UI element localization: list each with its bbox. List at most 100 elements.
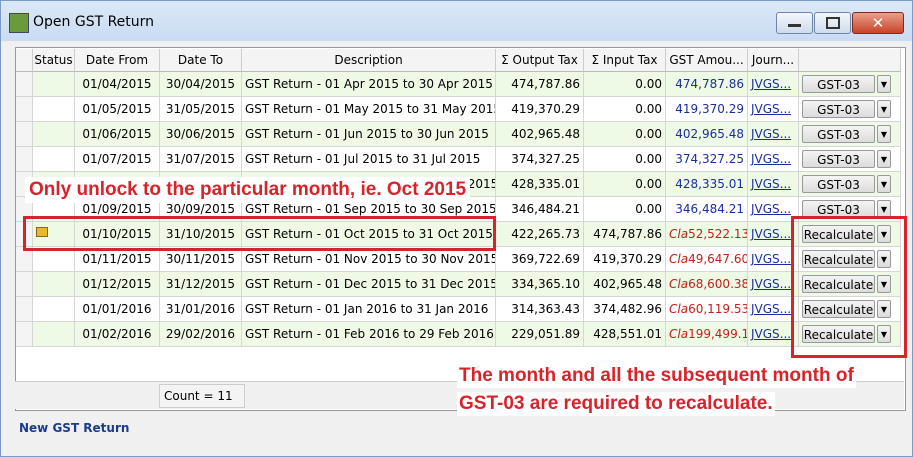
journal-cell[interactable]: JVGS... [748,222,799,247]
action-button[interactable]: Recalculate [802,275,875,293]
status-cell [33,272,75,297]
out-cell: 369,722.69 [496,247,584,272]
unlock-icon [36,227,48,237]
desc-cell: GST Return - 01 Jul 2015 to 31 Jul 2015 [242,147,496,172]
column-header: Status [33,49,75,72]
desc-cell: GST Return - 01 Apr 2015 to 30 Apr 2015 [242,72,496,97]
in-cell: 0.00 [584,122,666,147]
action-button[interactable]: GST-03 [802,150,875,168]
dropdown-button[interactable]: ▼ [877,150,891,168]
gst-cell: Cla52,522.13 [666,222,748,247]
dropdown-button[interactable]: ▼ [877,100,891,118]
in-cell: 0.00 [584,97,666,122]
out-cell: 474,787.86 [496,72,584,97]
column-header: Σ Input Tax [584,49,666,72]
gst-cell: 374,327.25 [666,147,748,172]
journal-cell[interactable]: JVGS... [748,322,799,347]
journal-cell[interactable]: JVGS... [748,197,799,222]
status-cell [33,122,75,147]
journal-cell[interactable]: JVGS... [748,172,799,197]
dropdown-button[interactable]: ▼ [877,75,891,93]
in-cell: 419,370.29 [584,247,666,272]
dropdown-button[interactable]: ▼ [877,325,891,343]
status-cell [33,97,75,122]
gst-cell: 419,370.29 [666,97,748,122]
status-cell [33,297,75,322]
action-button[interactable]: Recalculate [802,325,875,343]
gst-cell: Cla68,600.38 [666,272,748,297]
action-button[interactable]: Recalculate [802,250,875,268]
maximize-button[interactable] [814,12,851,34]
action-button[interactable]: GST-03 [802,100,875,118]
dropdown-button[interactable]: ▼ [877,175,891,193]
in-cell: 0.00 [584,197,666,222]
journal-cell[interactable]: JVGS... [748,272,799,297]
desc-cell: GST Return - 01 Nov 2015 to 30 Nov 2015 [242,247,496,272]
claim-prefix: Cla [669,227,689,241]
minimize-button[interactable] [776,12,813,34]
to-cell: 31/05/2015 [160,97,242,122]
row-indicator [16,247,33,272]
row-indicator [16,297,33,322]
dropdown-button[interactable]: ▼ [877,300,891,318]
annotation-box [791,216,907,358]
out-cell: 314,363.43 [496,297,584,322]
window-title: Open GST Return [33,14,155,30]
out-cell: 428,335.01 [496,172,584,197]
to-cell: 30/11/2015 [160,247,242,272]
row-indicator [16,272,33,297]
desc-cell: GST Return - 01 Dec 2015 to 31 Dec 2015 [242,272,496,297]
claim-prefix: Cla [669,302,689,316]
status-cell [33,247,75,272]
journal-cell[interactable]: JVGS... [748,297,799,322]
in-cell: 0.00 [584,172,666,197]
in-cell: 402,965.48 [584,272,666,297]
annotation: GST-03 are required to recalculate. [457,392,775,416]
dropdown-button[interactable]: ▼ [877,275,891,293]
desc-cell: GST Return - 01 Jun 2015 to 30 Jun 2015 [242,122,496,147]
journal-cell[interactable]: JVGS... [748,97,799,122]
action-button[interactable]: GST-03 [802,75,875,93]
column-header: GST Amou... [666,49,748,72]
gst-cell: 402,965.48 [666,122,748,147]
gst-amount: 68,600.38 [688,277,748,291]
desc-cell: GST Return - 01 Jan 2016 to 31 Jan 2016 [242,297,496,322]
column-header: Date From [75,49,160,72]
gst-cell: Cla49,647.60 [666,247,748,272]
gst-amount: 199,499.12 [688,327,747,341]
journal-cell[interactable]: JVGS... [748,147,799,172]
gst-amount: 52,522.13 [688,227,748,241]
from-cell: 01/11/2015 [75,247,160,272]
status-cell [33,72,75,97]
row-indicator [16,72,33,97]
from-cell: 01/12/2015 [75,272,160,297]
journal-cell[interactable]: JVGS... [748,72,799,97]
action-button[interactable]: Recalculate [802,300,875,318]
journal-cell[interactable]: JVGS... [748,122,799,147]
annotation: The month and all the subsequent month o… [457,364,856,388]
out-cell: 422,265.73 [496,222,584,247]
column-header: Σ Output Tax [496,49,584,72]
action-button[interactable]: GST-03 [802,200,875,218]
dropdown-button[interactable]: ▼ [877,250,891,268]
column-header: Journ... [748,49,799,72]
in-cell: 374,482.96 [584,297,666,322]
action-button[interactable]: Recalculate [802,225,875,243]
gst-amount: 60,119.53 [688,302,748,316]
action-button[interactable]: GST-03 [802,175,875,193]
new-link[interactable]: New GST Return [19,421,130,435]
row-indicator [16,122,33,147]
gst-cell: Cla199,499.12 [666,322,748,347]
from-cell: 01/10/2015 [75,222,160,247]
dropdown-button[interactable]: ▼ [877,125,891,143]
column-header: Description [242,49,496,72]
close-button[interactable]: ✕ [852,12,904,34]
from-cell: 01/06/2015 [75,122,160,147]
to-cell: 31/10/2015 [160,222,242,247]
claim-prefix: Cla [669,252,689,266]
action-button[interactable]: GST-03 [802,125,875,143]
journal-cell[interactable]: JVGS... [748,247,799,272]
dropdown-button[interactable]: ▼ [877,225,891,243]
from-cell: 01/01/2016 [75,297,160,322]
